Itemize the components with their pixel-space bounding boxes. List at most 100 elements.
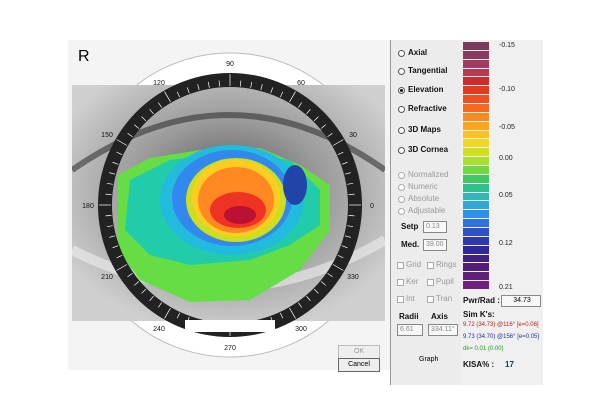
checkbox-label: Pupil [436,277,454,286]
radio-button[interactable] [398,68,405,75]
tick [109,235,116,238]
checkbox[interactable] [427,262,434,269]
tick [134,281,140,286]
option-label: Numeric [408,182,438,191]
tick [347,225,354,228]
checkbox-label: Ker [406,277,419,286]
scale-swatch [463,281,489,289]
radio-button[interactable] [398,196,405,203]
pwr-rad-box: 34.73 [501,295,541,307]
tick [207,81,210,88]
scale-swatch [463,68,489,77]
tick [332,264,344,271]
degree-label: 90 [226,61,234,68]
checkbox[interactable] [397,262,404,269]
radio-button[interactable] [398,87,405,94]
eye-label: R [78,48,90,65]
tick [313,116,319,122]
radio-button[interactable] [398,50,405,57]
degree-label: 150 [101,132,113,139]
scale-swatch [463,201,489,210]
radio-button[interactable] [398,208,405,215]
kisa-value: 17 [505,360,514,369]
tick [112,161,119,165]
radio-button[interactable] [398,172,405,179]
radio-button[interactable] [398,147,405,154]
tick [306,295,311,301]
scale-swatch [463,77,489,86]
radio-button[interactable] [398,127,405,134]
axis-box: 334.11° [428,324,458,336]
step-box[interactable]: 0.13 [423,221,447,233]
scale-swatch [463,157,489,165]
graph-button[interactable]: Graph [419,356,439,363]
scale-swatch [463,59,489,68]
scale-swatch [463,263,489,272]
median-label: Med. [401,240,420,249]
cancel-button[interactable]: Cancel [338,358,380,372]
tick [134,124,140,129]
scale-swatch [463,42,489,50]
scale-swatch [463,210,489,219]
tick [347,182,354,185]
checkbox[interactable] [427,279,434,286]
checkbox-label: Tran [436,294,453,303]
axis-label: Axis [431,312,448,321]
degree-label: 0 [370,203,374,210]
tick [106,182,113,185]
tick [240,80,242,87]
degree-label: 330 [347,274,359,281]
tick [105,193,112,195]
median-box[interactable]: 39.00 [423,239,447,251]
tick [344,172,351,175]
tick [176,312,181,319]
radio-button[interactable] [398,106,405,113]
scale-label: 0.21 [499,284,513,291]
degree-label: 300 [295,326,307,333]
tick [279,91,284,98]
tick [141,288,147,294]
scale-swatch [463,236,489,245]
scale-label: 0.05 [499,192,513,199]
option-label: Normalized [408,170,449,179]
tick [337,254,344,259]
scale-swatch [463,219,489,227]
checkbox[interactable] [427,296,434,303]
tick [197,84,200,91]
checkbox-label: Rings [436,260,457,269]
scale-swatch [463,130,489,139]
scale-swatch [463,86,489,95]
step-label: Setp [401,222,419,231]
tick [158,102,163,108]
ok-button[interactable]: OK [338,345,380,359]
tick [313,288,319,294]
sim-k2: 9.73 (34.70) @156° [e=0.05] [463,334,540,340]
radii-box: 6.61 [397,324,423,336]
scale-swatch [463,272,489,281]
map-type-label: Refractive [408,104,447,113]
tick [176,91,181,98]
tick [158,302,163,308]
checkbox[interactable] [397,279,404,286]
scale-swatch [463,112,489,121]
tick [320,281,326,286]
scale-swatch [463,192,489,201]
tick [186,87,190,94]
radio-button[interactable] [398,184,405,191]
sim-k1: 9.72 (34.73) @116° [e=0.06] [463,322,539,328]
tick [297,302,302,308]
checkbox-label: Int [406,294,415,303]
option-label: Adjustable [408,206,446,215]
tick [297,102,302,108]
tick [348,193,355,195]
scale-swatch [463,148,489,157]
scale-label: -0.10 [499,86,515,93]
scale-swatch [463,174,489,183]
tick [218,80,220,87]
tick [112,245,119,249]
tick [327,133,333,138]
tick [127,272,133,277]
scale-swatch [463,95,489,103]
checkbox[interactable] [397,296,404,303]
